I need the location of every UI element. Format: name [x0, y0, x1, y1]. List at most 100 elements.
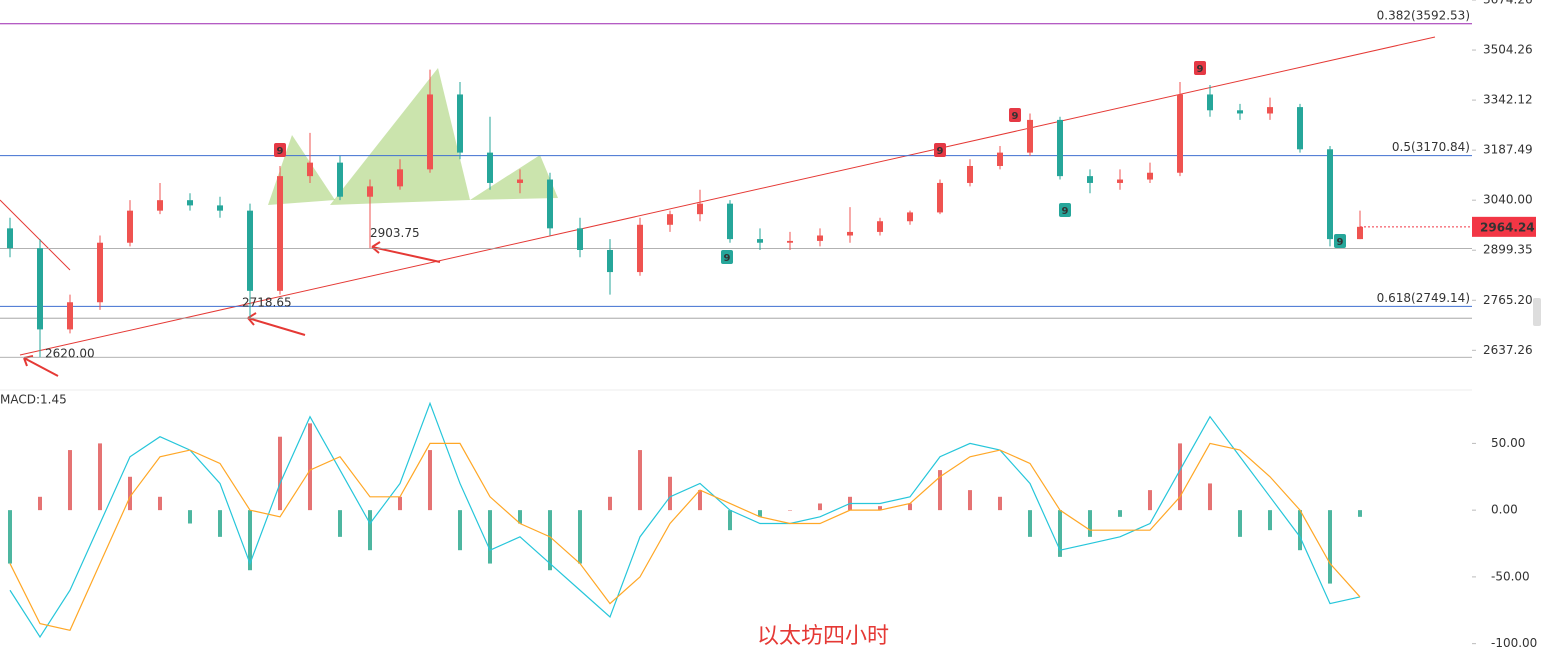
candle-body — [1117, 179, 1123, 183]
macd-bar — [188, 510, 192, 524]
candle-body — [217, 205, 223, 211]
td-marker — [1194, 61, 1206, 75]
candle-body — [457, 94, 463, 153]
last-price-label: 2964.24 — [1480, 220, 1535, 234]
candle-body — [187, 200, 193, 206]
candle-body — [1027, 119, 1033, 153]
macd-bar — [518, 510, 522, 524]
candle-body — [967, 165, 973, 183]
macd-bar — [248, 510, 252, 571]
macd-bar — [668, 476, 672, 511]
candle-body — [127, 210, 133, 243]
macd-bar — [1148, 490, 1152, 511]
y-tick-label: -50.00 — [1491, 569, 1530, 583]
candle-body — [577, 228, 583, 250]
candle-body — [277, 176, 283, 291]
macd-bar — [698, 490, 702, 511]
candle-body — [337, 162, 343, 197]
candle-body — [757, 239, 763, 243]
td-marker-label: 9 — [1337, 237, 1344, 248]
macd-bar — [1118, 510, 1122, 517]
annotation: 2620.00 — [45, 347, 95, 361]
td-marker-label: 9 — [724, 253, 731, 264]
candle-body — [67, 302, 73, 330]
candle-body — [997, 152, 1003, 166]
macd-bar — [428, 450, 432, 511]
scroll-handle[interactable] — [1533, 298, 1541, 326]
td-marker — [1059, 203, 1071, 217]
macd-bar — [158, 496, 162, 511]
td-marker-label: 9 — [1062, 206, 1069, 217]
last-price-box — [1472, 216, 1536, 237]
macd-bar — [1208, 483, 1212, 511]
macd-bar — [578, 510, 582, 564]
macd-bar — [1238, 510, 1242, 537]
y-tick-label: 2899.35 — [1483, 243, 1533, 257]
candle-body — [1237, 110, 1243, 114]
candle-body — [397, 169, 403, 187]
td-marker-label: 9 — [937, 146, 944, 157]
td-marker-label: 9 — [277, 146, 284, 157]
candle-body — [637, 224, 643, 273]
y-tick-label: 3504.26 — [1483, 43, 1533, 57]
td-marker — [1009, 108, 1021, 122]
pattern — [470, 155, 558, 200]
candle-body — [727, 203, 733, 240]
macd-bar — [308, 423, 312, 511]
macd-title: MACD:1.45 — [0, 393, 67, 407]
trend-line — [19, 36, 1436, 356]
macd-bar — [8, 510, 12, 564]
td-marker — [1334, 234, 1346, 248]
candle-body — [607, 249, 613, 273]
candle-body — [307, 162, 313, 177]
macd-bar — [98, 443, 102, 511]
annotation: 2718.65 — [242, 296, 292, 310]
macd-bar — [1328, 510, 1332, 584]
candle-body — [817, 235, 823, 241]
candle-body — [1327, 149, 1333, 240]
trend-line — [0, 199, 71, 271]
y-tick-label: 3674.26 — [1483, 0, 1533, 7]
macd-bar — [758, 510, 762, 517]
candle-body — [1147, 172, 1153, 180]
macd-bar — [338, 510, 342, 537]
candle-body — [877, 221, 883, 232]
candle-body — [667, 214, 673, 225]
macd-bar — [1058, 510, 1062, 557]
candle-body — [247, 210, 253, 291]
candle-body — [907, 212, 913, 222]
candle-body — [1297, 107, 1303, 150]
macd-bar — [908, 503, 912, 511]
y-tick-label: 3342.12 — [1483, 93, 1533, 107]
pattern — [268, 135, 335, 205]
macd-bar — [1028, 510, 1032, 537]
candle-body — [157, 200, 163, 211]
candle-body — [37, 248, 43, 330]
macd-bar — [278, 436, 282, 511]
macd-bar — [998, 496, 1002, 511]
macd-bar — [878, 506, 882, 511]
annotation: 2903.75 — [370, 226, 420, 240]
macd-bar — [638, 450, 642, 511]
candle-body — [97, 242, 103, 303]
y-tick-label: 3187.49 — [1483, 143, 1533, 157]
macd-bar — [368, 510, 372, 551]
macd-bar — [68, 450, 72, 511]
macd-bar — [938, 470, 942, 511]
candle-body — [547, 179, 553, 229]
y-tick-label: 2637.26 — [1483, 343, 1533, 357]
macd-bar — [1298, 510, 1302, 551]
macd-bar — [548, 510, 552, 571]
candle-body — [1177, 94, 1183, 173]
candle-body — [1267, 107, 1273, 114]
y-tick-label: 3040.00 — [1483, 193, 1533, 207]
macd-bar — [818, 503, 822, 511]
footer-title: 以太坊四小时 — [757, 624, 889, 649]
candle-body — [937, 182, 943, 213]
macd-bar — [128, 476, 132, 511]
td-marker — [721, 250, 733, 264]
arrow — [371, 241, 441, 263]
macd-bar — [1268, 510, 1272, 531]
